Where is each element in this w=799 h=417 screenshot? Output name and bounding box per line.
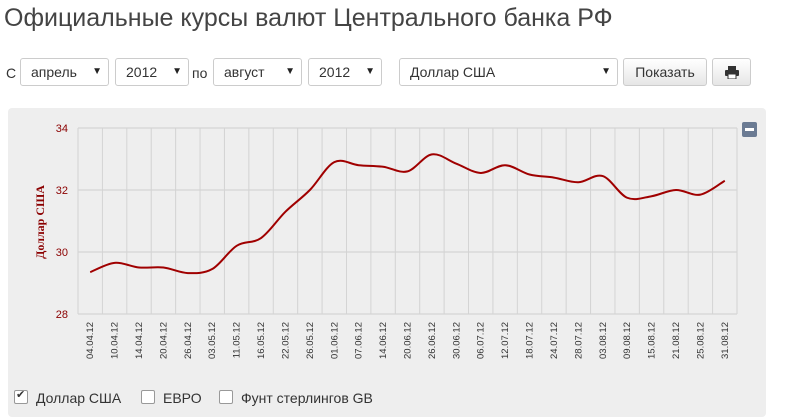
checkbox-usd[interactable] (14, 388, 28, 404)
x-tick-label: 26.04.12 (183, 322, 194, 359)
y-tick-label: 28 (56, 309, 68, 321)
legend-label-usd: Доллар США (36, 390, 122, 406)
x-tick-label: 21.08.12 (671, 322, 682, 359)
page-title: Официальные курсы валют Центрального бан… (4, 4, 613, 32)
y-axis-ticks: 28 30 32 34 (56, 123, 68, 321)
legend-item-usd[interactable]: Доллар США (14, 388, 122, 406)
x-tick-label: 03.08.12 (598, 322, 609, 359)
x-tick-label: 30.06.12 (451, 322, 462, 359)
currency-value: Доллар США (410, 64, 496, 80)
legend-label-eur: ЕВРО (163, 390, 202, 406)
x-tick-label: 26.06.12 (427, 322, 438, 359)
x-tick-label: 25.08.12 (695, 322, 706, 359)
usd-series-line (89, 153, 726, 275)
checkbox-gbp[interactable] (219, 390, 233, 404)
y-tick-label: 30 (56, 247, 68, 259)
legend-label-gbp: Фунт стерлингов GB (241, 390, 373, 406)
x-tick-label: 18.07.12 (525, 322, 536, 359)
to-year-select[interactable]: 2012 ▼ (308, 58, 382, 86)
x-tick-label: 12.07.12 (500, 322, 511, 359)
x-tick-label: 01.06.12 (329, 322, 340, 359)
collapse-icon[interactable] (742, 122, 757, 137)
legend-item-gbp[interactable]: Фунт стерлингов GB (219, 390, 373, 406)
from-year-select[interactable]: 2012 ▼ (115, 58, 189, 86)
x-tick-label: 20.06.12 (403, 322, 414, 359)
from-label: С (6, 65, 17, 81)
chevron-down-icon: ▼ (285, 66, 295, 77)
chevron-down-icon: ▼ (92, 66, 102, 77)
x-tick-label: 20.04.12 (158, 322, 169, 359)
chevron-down-icon: ▼ (172, 66, 182, 77)
from-month-select[interactable]: апрель ▼ (20, 58, 109, 86)
to-label: по (192, 65, 208, 81)
x-tick-label: 15.08.12 (647, 322, 658, 359)
chevron-down-icon: ▼ (601, 66, 611, 77)
x-tick-label: 07.06.12 (354, 322, 365, 359)
chevron-down-icon: ▼ (365, 66, 375, 77)
x-tick-label: 06.07.12 (476, 322, 487, 359)
to-month-value: август (224, 64, 265, 80)
x-axis-ticks: 04.04.12 10.04.12 14.04.12 20.04.12 26.04.12… (85, 322, 731, 359)
x-tick-label: 26.05.12 (305, 322, 316, 359)
from-month-value: апрель (31, 64, 77, 80)
from-year-value: 2012 (126, 64, 158, 80)
to-month-select[interactable]: август ▼ (213, 58, 302, 86)
x-tick-label: 16.05.12 (256, 322, 267, 359)
x-tick-label: 04.04.12 (85, 322, 96, 359)
y-tick-label: 34 (56, 123, 68, 135)
x-tick-label: 31.08.12 (720, 322, 731, 359)
x-tick-label: 22.05.12 (280, 322, 291, 359)
show-button[interactable]: Показать (623, 58, 707, 86)
y-axis-label: Доллар США (33, 185, 47, 259)
x-tick-label: 14.06.12 (378, 322, 389, 359)
x-tick-label: 11.05.12 (232, 322, 243, 358)
x-tick-label: 28.07.12 (573, 322, 584, 359)
x-tick-label: 14.04.12 (134, 322, 145, 359)
legend-item-eur[interactable]: ЕВРО (141, 390, 202, 406)
to-year-value: 2012 (319, 64, 351, 80)
x-tick-label: 24.07.12 (549, 322, 560, 359)
print-button[interactable] (712, 58, 751, 86)
checkbox-eur[interactable] (141, 390, 155, 404)
x-tick-label: 10.04.12 (110, 322, 121, 359)
currency-select[interactable]: Доллар США ▼ (399, 58, 618, 86)
x-tick-label: 09.08.12 (622, 322, 633, 359)
x-tick-label: 03.05.12 (207, 322, 218, 359)
chart-grid (77, 127, 738, 315)
y-tick-label: 32 (56, 185, 68, 197)
filter-bar: С апрель ▼ 2012 ▼ по август ▼ 2012 ▼ Дол… (0, 58, 799, 88)
